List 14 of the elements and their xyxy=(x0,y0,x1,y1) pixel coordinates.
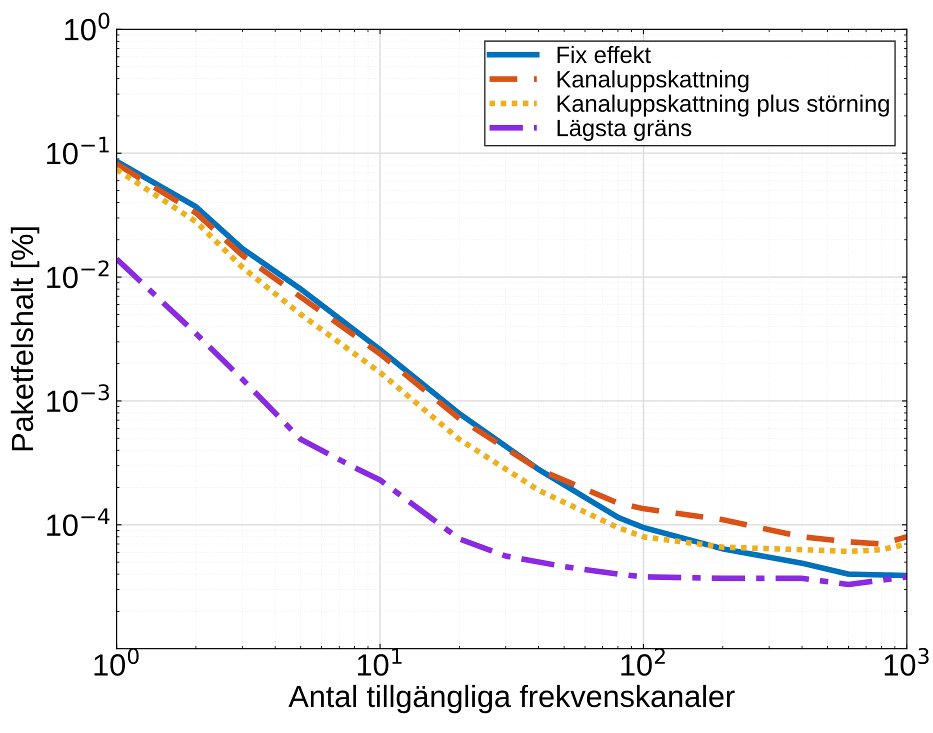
x-tick-label: 10$^{3}$ xyxy=(884,648,929,676)
y-tick-label: 10$^{−3}$ xyxy=(47,384,109,412)
y-tick-label: 10$^{0}$ xyxy=(65,12,110,40)
x-tick-label: 10$^{1}$ xyxy=(358,648,402,676)
y-tick-label: 10$^{−2}$ xyxy=(47,260,109,288)
legend-label: Kanaluppskattning plus störning xyxy=(558,94,889,117)
y-tick-label: 10$^{−1}$ xyxy=(47,136,109,164)
y-axis-title: Paketfelshalt [%] xyxy=(10,227,40,450)
legend-label: Fix effekt xyxy=(558,46,651,64)
legend-label: Kanaluppskattning xyxy=(558,70,748,92)
x-tick-label: 10$^{0}$ xyxy=(94,648,139,676)
legend-label: Lägsta gräns xyxy=(558,120,692,141)
y-tick-label: 10$^{−4}$ xyxy=(47,508,110,536)
x-axis-title: Antal tillgängliga frekvenskanaler xyxy=(288,684,735,714)
